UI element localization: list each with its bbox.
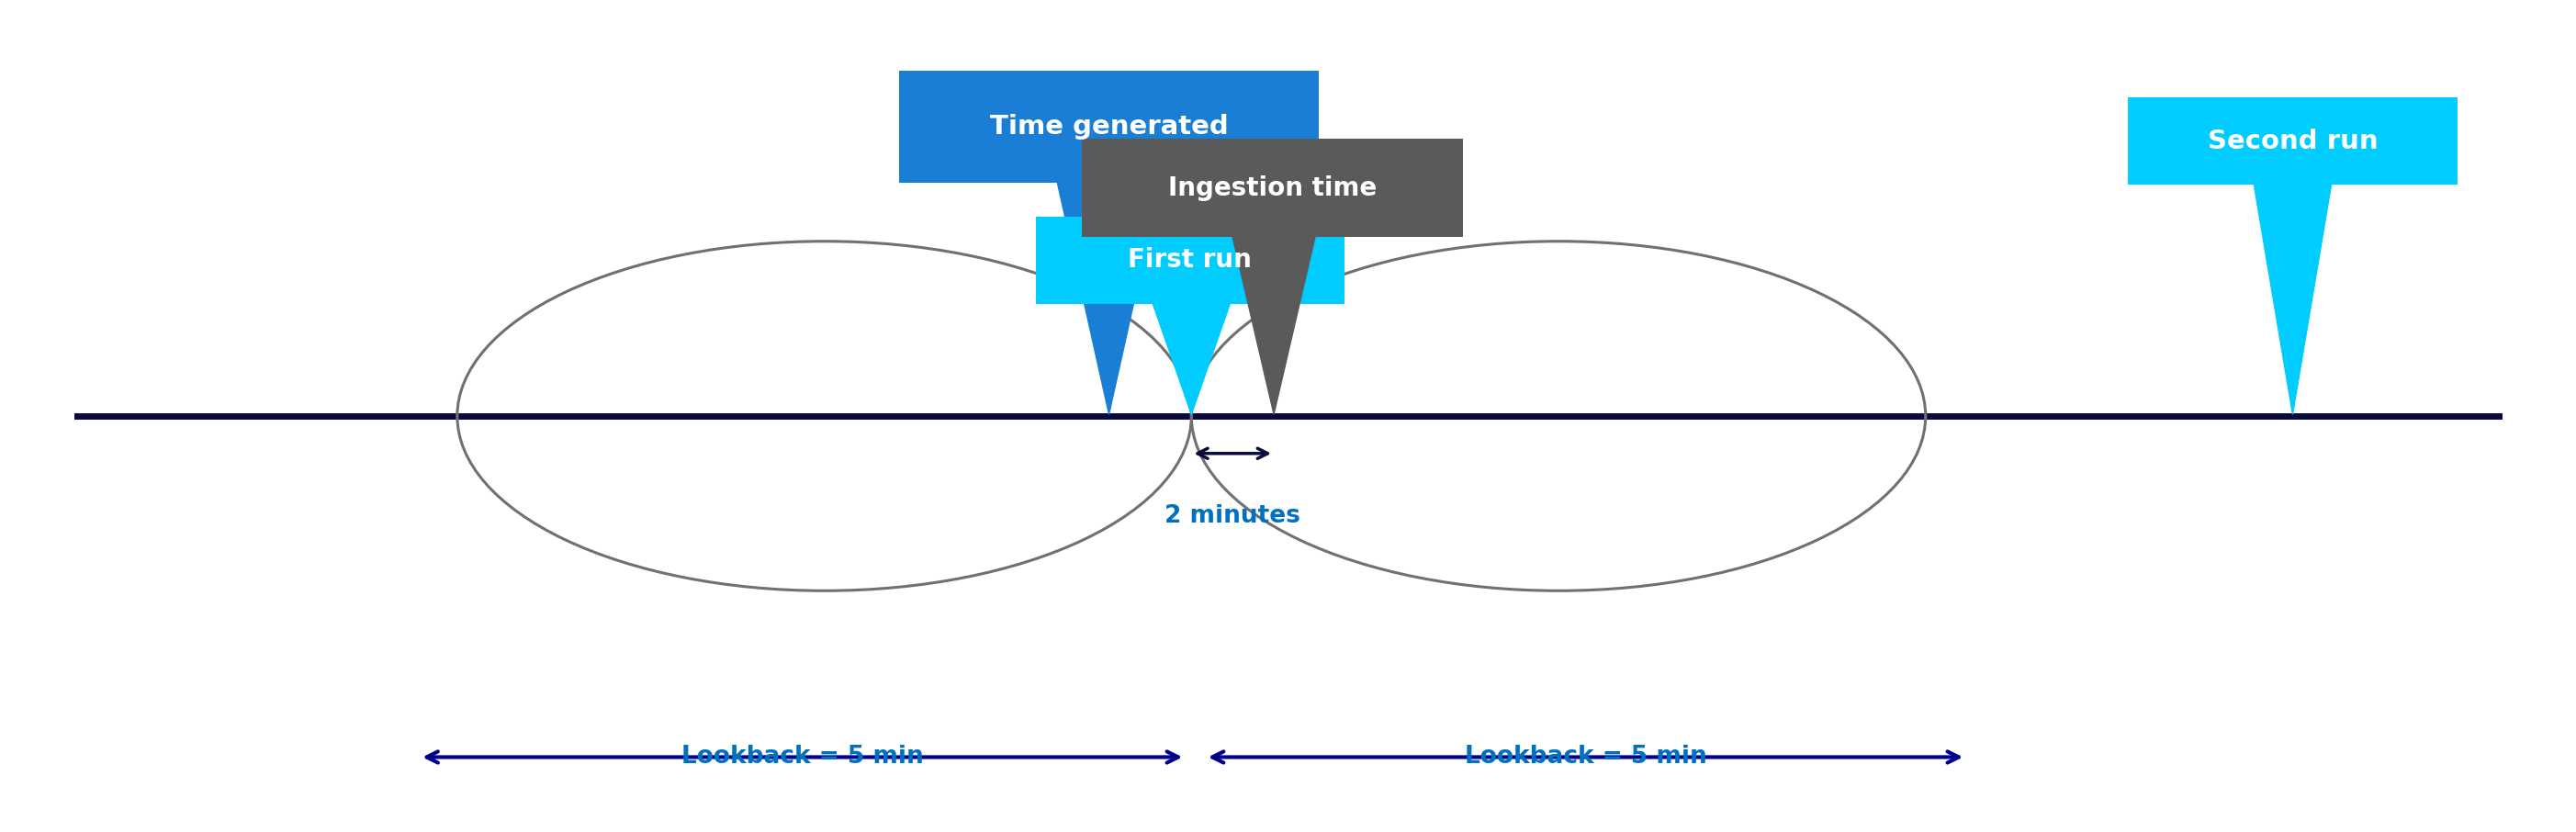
Text: Ingestion time: Ingestion time xyxy=(1167,176,1378,201)
Text: Lookback = 5 min: Lookback = 5 min xyxy=(680,745,925,769)
Bar xyxy=(899,71,1319,183)
Bar xyxy=(1036,216,1345,304)
Text: First run: First run xyxy=(1128,247,1252,273)
Polygon shape xyxy=(1056,183,1162,414)
Text: Time generated: Time generated xyxy=(989,114,1229,140)
Polygon shape xyxy=(1231,237,1314,414)
Polygon shape xyxy=(1151,304,1231,414)
Bar xyxy=(2128,97,2458,185)
Polygon shape xyxy=(2254,185,2331,414)
Text: Second run: Second run xyxy=(2208,128,2378,154)
Text: Lookback = 5 min: Lookback = 5 min xyxy=(1463,745,1708,769)
Text: 2 minutes: 2 minutes xyxy=(1164,504,1301,527)
Bar xyxy=(1082,139,1463,237)
